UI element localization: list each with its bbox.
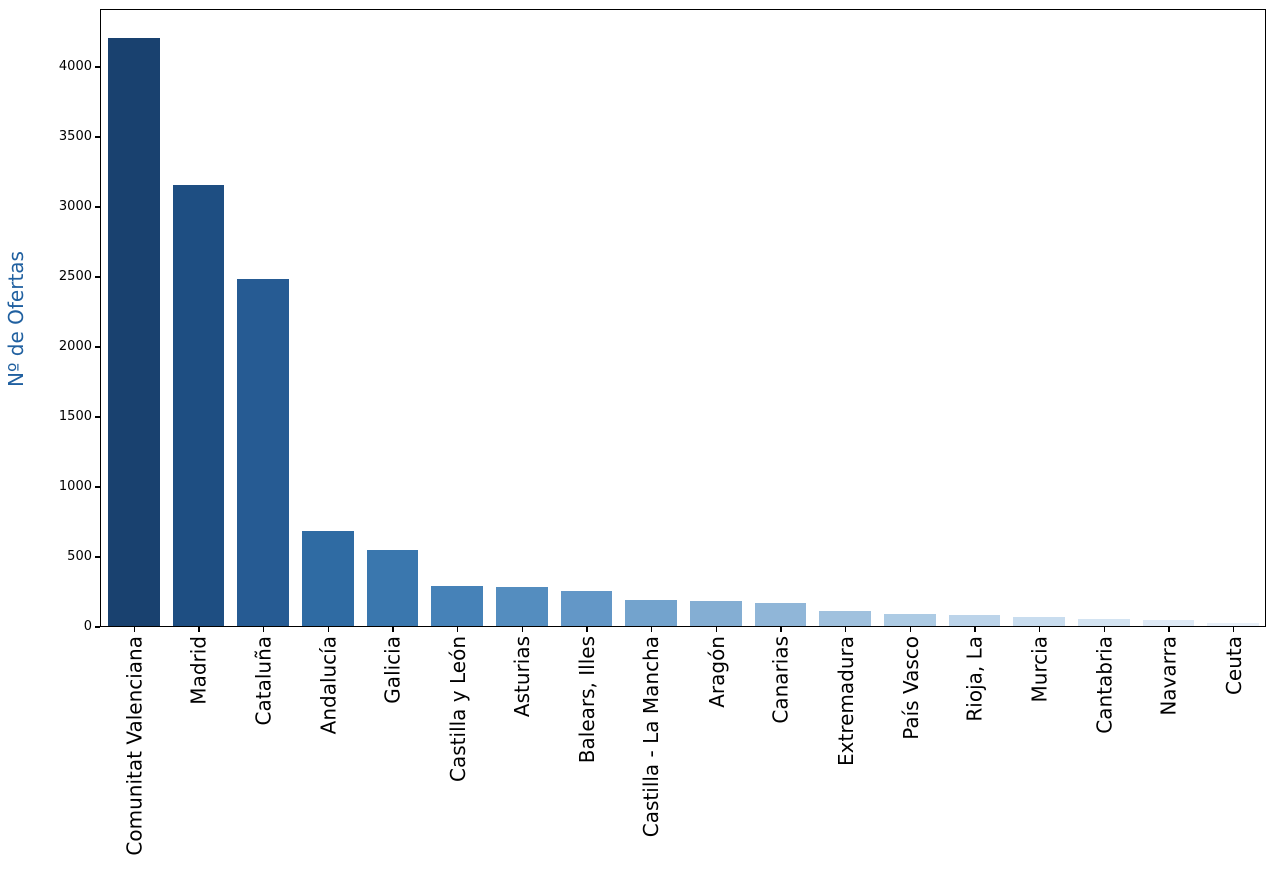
bar-cantabria xyxy=(1077,618,1130,627)
x-tick-mark xyxy=(974,627,976,632)
x-tick-label-canarias: Canarias xyxy=(769,636,793,724)
y-tick-label: 3000 xyxy=(58,199,92,214)
y-tick-mark xyxy=(95,276,100,278)
x-tick-label-asturias: Asturias xyxy=(510,636,535,718)
x-tick-label-navarra: Navarra xyxy=(1157,636,1181,716)
bar-navarra xyxy=(1142,619,1195,627)
x-tick-label-murcia: Murcia xyxy=(1027,636,1052,703)
y-tick-mark xyxy=(95,416,100,418)
y-tick-mark xyxy=(95,626,100,628)
y-tick-label: 1000 xyxy=(58,479,92,494)
x-tick-label-pais-vasco: País Vasco xyxy=(898,636,923,740)
bar-balears-illes xyxy=(560,591,613,627)
x-tick-label-cataluna: Cataluña xyxy=(251,636,276,726)
bar-ceuta xyxy=(1207,622,1259,627)
bar-canarias xyxy=(754,603,807,627)
y-tick-mark xyxy=(95,346,100,348)
bar-andalucia xyxy=(301,531,354,627)
x-tick-mark xyxy=(780,627,782,632)
plot-area xyxy=(100,9,1267,628)
bar-castilla-la-mancha xyxy=(625,599,677,627)
x-tick-label-extremadura: Extremadura xyxy=(833,636,858,766)
bar-asturias xyxy=(495,587,548,627)
x-tick-label-rioja-la: Rioja, La xyxy=(963,636,987,722)
x-tick-label-madrid: Madrid xyxy=(187,636,211,705)
bar-rioja-la xyxy=(948,615,1001,627)
y-tick-label: 1500 xyxy=(58,409,92,424)
bar-madrid xyxy=(172,185,225,627)
x-tick-label-ceuta: Ceuta xyxy=(1221,636,1246,696)
x-tick-label-galicia: Galicia xyxy=(381,636,405,704)
x-tick-label-balears-illes: Balears, Illes xyxy=(575,636,599,764)
bar-extremadura xyxy=(819,611,871,627)
bar-castilla-y-leon xyxy=(431,585,483,627)
y-tick-mark xyxy=(95,206,100,208)
x-tick-mark xyxy=(651,627,653,632)
x-tick-mark xyxy=(198,627,200,632)
x-tick-label-castilla-y-leon: Castilla y León xyxy=(445,636,470,782)
x-tick-label-aragon: Aragón xyxy=(704,636,729,708)
x-tick-mark xyxy=(715,627,717,632)
y-tick-label: 2000 xyxy=(58,339,92,354)
x-tick-mark xyxy=(392,627,394,632)
y-tick-mark xyxy=(95,66,100,68)
y-tick-label: 2500 xyxy=(58,269,92,284)
x-tick-mark xyxy=(457,627,459,632)
x-tick-mark xyxy=(263,627,265,632)
x-tick-mark xyxy=(133,627,135,632)
x-tick-label-comunitat-valenciana: Comunitat Valenciana xyxy=(122,636,147,856)
y-tick-label: 0 xyxy=(83,619,92,634)
y-tick-mark xyxy=(95,136,100,138)
x-tick-label-andalucia: Andalucía xyxy=(316,636,341,735)
bar-galicia xyxy=(366,550,419,627)
x-tick-mark xyxy=(1103,627,1105,632)
bar-pais-vasco xyxy=(883,613,936,627)
bar-aragon xyxy=(689,601,742,627)
x-tick-mark xyxy=(909,627,911,632)
y-tick-mark xyxy=(95,556,100,558)
x-tick-mark xyxy=(1233,627,1235,632)
x-tick-label-castilla-la-mancha: Castilla - La Mancha xyxy=(639,636,664,838)
x-tick-label-cantabria: Cantabria xyxy=(1092,636,1117,734)
bar-cataluna xyxy=(237,279,289,627)
x-tick-mark xyxy=(586,627,588,632)
y-tick-mark xyxy=(95,486,100,488)
bar-comunitat-valenciana xyxy=(107,38,160,627)
x-tick-mark xyxy=(1168,627,1170,632)
x-tick-mark xyxy=(521,627,523,632)
y-tick-label: 3500 xyxy=(58,129,92,144)
y-tick-label: 4000 xyxy=(58,59,92,74)
bar-murcia xyxy=(1013,616,1065,627)
x-tick-mark xyxy=(327,627,329,632)
x-tick-mark xyxy=(1039,627,1041,632)
x-tick-mark xyxy=(845,627,847,632)
y-tick-label: 500 xyxy=(67,549,92,564)
